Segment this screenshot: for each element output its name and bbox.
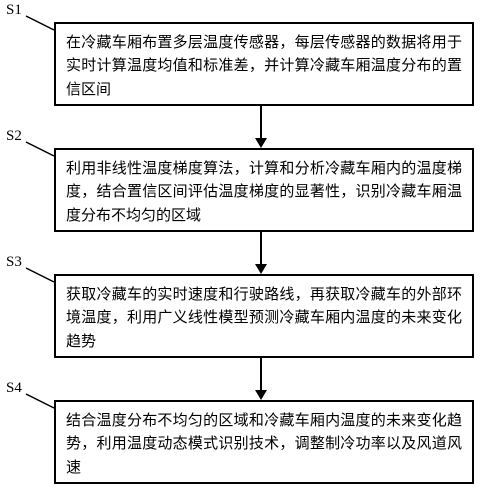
step-label-s2: S2 [6, 128, 22, 145]
arrow-head-icon-2 [255, 264, 267, 274]
arrow-head-icon-3 [255, 390, 267, 400]
step-text-s1: 在冷藏车厢布置多层温度传感器，每层传感器的数据将用于实时计算温度均值和标准差，并… [66, 35, 462, 98]
arrow-shaft-1 [260, 106, 262, 138]
arrow-head-icon-1 [255, 138, 267, 148]
step-label-s1: S1 [6, 2, 22, 19]
step-box-s2: 利用非线性温度梯度算法，计算和分析冷藏车厢内的温度梯度，结合置信区间评估温度梯度… [54, 148, 474, 232]
arrow-shaft-2 [260, 232, 262, 264]
step-text-s3: 获取冷藏车的实时速度和行驶路线，再获取冷藏车的外部环境温度，利用广义线性模型预测… [66, 287, 462, 350]
step-label-s4: S4 [6, 380, 22, 397]
step-box-s3: 获取冷藏车的实时速度和行驶路线，再获取冷藏车的外部环境温度，利用广义线性模型预测… [54, 274, 474, 358]
step-text-s4: 结合温度分布不均匀的区域和冷藏车厢内温度的未来变化趋势，利用温度动态模式识别技术… [66, 413, 462, 476]
step-box-s4: 结合温度分布不均匀的区域和冷藏车厢内温度的未来变化趋势，利用温度动态模式识别技术… [54, 400, 474, 484]
step-text-s2: 利用非线性温度梯度算法，计算和分析冷藏车厢内的温度梯度，结合置信区间评估温度梯度… [66, 161, 462, 224]
step-box-s1: 在冷藏车厢布置多层温度传感器，每层传感器的数据将用于实时计算温度均值和标准差，并… [54, 22, 474, 106]
step-label-s3: S3 [6, 254, 22, 271]
arrow-shaft-3 [260, 358, 262, 390]
flowchart-canvas: S1 在冷藏车厢布置多层温度传感器，每层传感器的数据将用于实时计算温度均值和标准… [0, 0, 504, 503]
